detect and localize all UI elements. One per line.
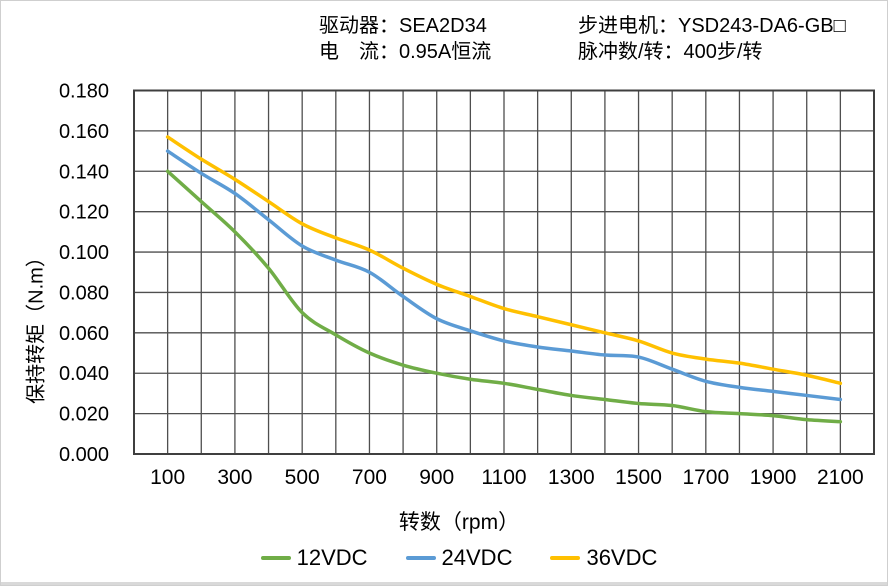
x-tick-label: 300 <box>217 466 252 489</box>
x-tick-label: 1900 <box>750 466 797 489</box>
y-axis-title: 保持转矩（N.m） <box>25 247 48 404</box>
series-line-36vdc <box>165 135 843 386</box>
current-label: 电 流：0.95A恒流 <box>319 41 492 63</box>
legend-item-12vdc: 12VDC <box>260 545 368 571</box>
legend-swatch-36vdc <box>550 556 581 560</box>
x-tick-label: 1100 <box>481 466 526 489</box>
legend-label-24vdc: 24VDC <box>441 545 513 570</box>
x-tick-label: 100 <box>150 466 185 489</box>
driver-label: 驱动器：SEA2D34 <box>319 15 487 37</box>
x-tick-label: 700 <box>352 466 387 489</box>
x-tick-label: 1300 <box>548 466 595 489</box>
legend-item-36vdc: 36VDC <box>550 545 657 571</box>
plot-border <box>133 89 875 455</box>
x-tick-label: 2100 <box>817 466 864 489</box>
plot-grid <box>133 89 875 455</box>
x-tick-label: 500 <box>285 466 320 489</box>
y-tick-label: 0.160 <box>59 121 109 143</box>
y-tick-label: 0.180 <box>59 81 109 103</box>
y-tick-label: 0.100 <box>59 242 109 264</box>
legend-swatch-12vdc <box>260 556 291 560</box>
y-tick-label: 0.120 <box>59 202 109 224</box>
legend-label-12vdc: 12VDC <box>296 545 368 570</box>
y-tick-label: 0.140 <box>59 161 109 183</box>
x-tick-label: 900 <box>419 466 454 489</box>
y-tick-label: 0.080 <box>59 282 109 304</box>
x-axis-title: 转数（rpm） <box>398 511 520 534</box>
y-tick-label: 0.020 <box>59 404 109 426</box>
legend-item-24vdc: 24VDC <box>405 545 513 571</box>
chart-legend: 12VDC 24VDC 36VDC <box>1 545 887 571</box>
series-line-12vdc <box>165 169 843 424</box>
x-tick-label: 1700 <box>682 466 729 489</box>
motor-model-label: 步进电机：YSD243-DA6-GB□ <box>578 15 846 37</box>
y-tick-label: 0.000 <box>59 444 109 466</box>
y-tick-label: 0.060 <box>59 323 109 345</box>
series-line-24vdc <box>165 149 843 402</box>
legend-label-36vdc: 36VDC <box>586 545 658 570</box>
bottom-window-edge <box>1 582 887 585</box>
x-tick-label: 1500 <box>615 466 662 489</box>
y-tick-label: 0.040 <box>59 363 109 385</box>
pulses-per-rev-label: 脉冲数/转：400步/转 <box>578 41 763 63</box>
legend-swatch-24vdc <box>405 556 436 560</box>
